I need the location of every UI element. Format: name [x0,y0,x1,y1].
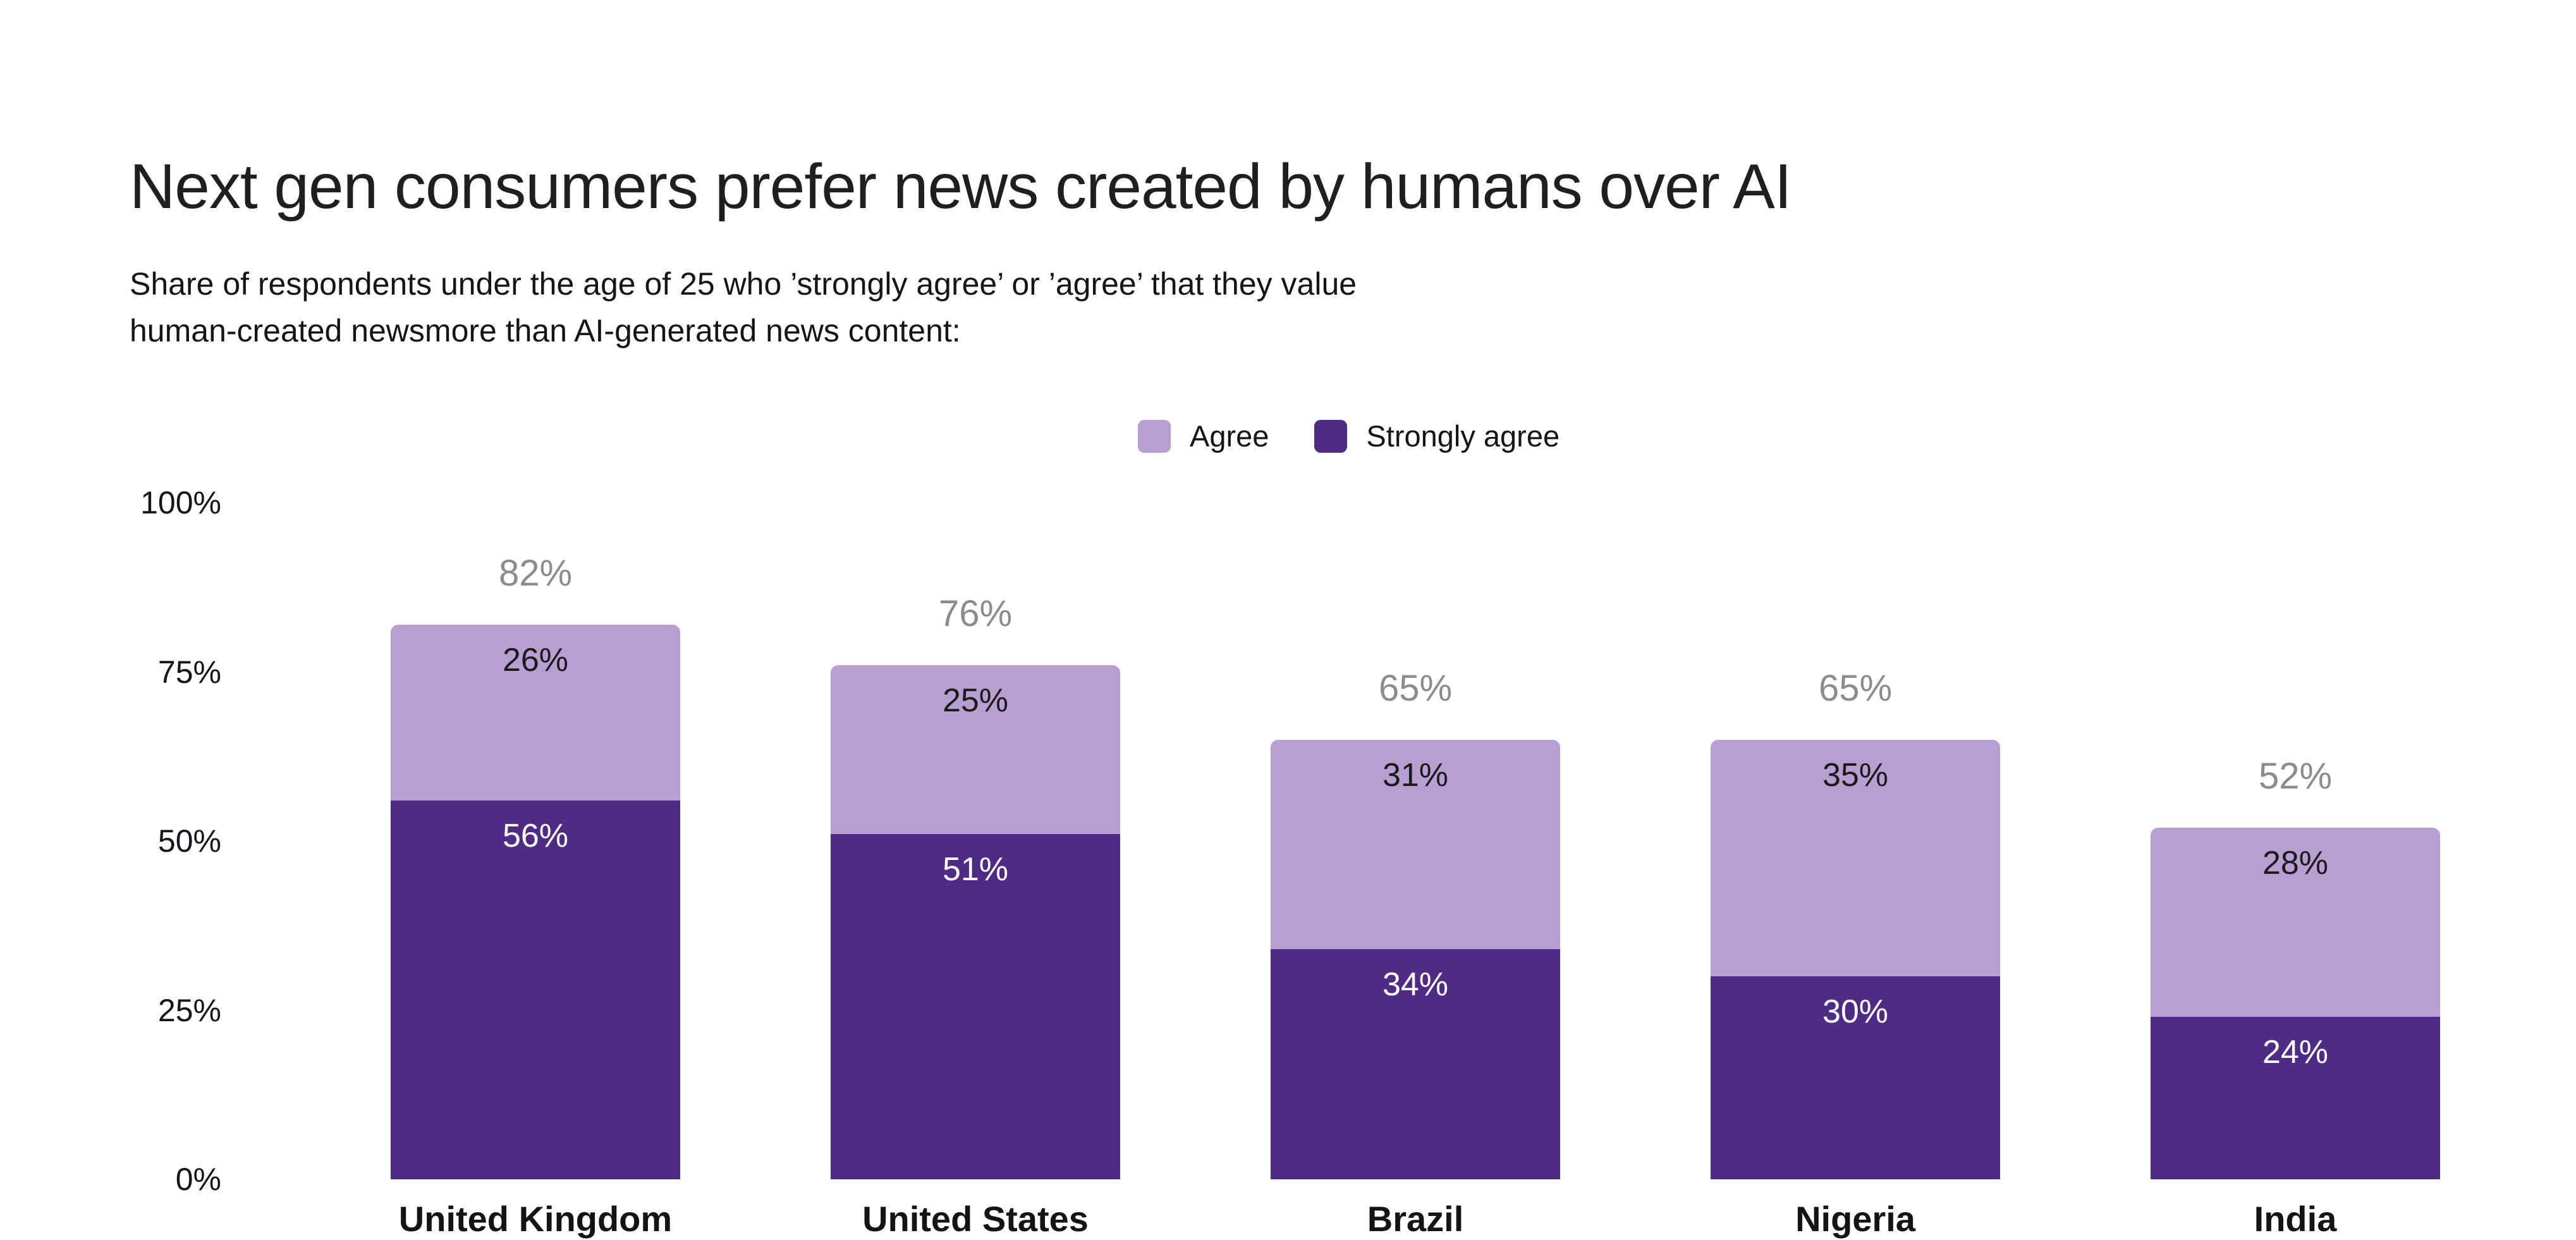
bar-segment-agree-united-kingdom [391,624,680,801]
category-label-india: India [2254,1199,2337,1239]
strongly-agree-value-label: 24% [2262,1034,2329,1071]
bar-segment-agree-united-states [831,665,1120,835]
bar-segment-strongly-agree-brazil [1271,949,1560,1179]
y-axis-tick-label: 0% [175,1162,221,1197]
agree-value-label: 26% [502,641,569,678]
category-label-united-kingdom: United Kingdom [398,1199,673,1239]
agree-value-label: 35% [1822,756,1889,794]
chart-subtitle: Share of respondents under the age of 25… [130,261,1357,354]
total-value-label: 76% [938,592,1013,634]
bar-segment-strongly-agree-united-kingdom [391,800,680,1179]
legend-item-strongly-agree: Strongly agree [1314,419,1560,453]
chart-subtitle-line-2: human-created newsmore than AI-generated… [130,313,961,348]
total-value-label: 52% [2258,755,2333,797]
legend-label: Agree [1190,419,1269,453]
bar-segment-strongly-agree-india [2151,1017,2440,1179]
chart-title: Next gen consumers prefer news created b… [130,151,1792,222]
strongly-agree-value-label: 30% [1822,993,1889,1030]
bar-segment-agree-india [2151,827,2440,1017]
bar-segment-agree-nigeria [1711,739,2000,976]
bar-segment-strongly-agree-united-states [831,834,1120,1179]
strongly-agree-value-label: 56% [502,817,569,854]
agree-value-label: 25% [942,682,1009,719]
bar-segment-strongly-agree-nigeria [1711,976,2000,1179]
total-value-label: 65% [1378,667,1453,709]
y-axis-tick-label: 25% [157,992,221,1028]
y-axis-tick-label: 100% [140,485,221,520]
total-value-label: 82% [498,552,573,594]
y-axis-tick-label: 50% [157,823,221,859]
legend-item-agree: Agree [1138,419,1269,453]
category-label-nigeria: Nigeria [1795,1199,1915,1239]
legend-label: Strongly agree [1366,419,1560,453]
y-axis-tick-label: 75% [157,654,221,690]
total-value-label: 65% [1818,667,1893,709]
chart-legend: Agree Strongly agree [1138,419,1560,453]
legend-swatch-icon [1138,419,1171,453]
strongly-agree-value-label: 51% [942,851,1009,888]
bar-segment-agree-brazil [1271,739,1560,950]
legend-swatch-icon [1314,419,1348,453]
chart-subtitle-line-1: Share of respondents under the age of 25… [130,266,1357,302]
category-label-brazil: Brazil [1367,1199,1464,1239]
category-label-united-states: United States [862,1199,1089,1239]
agree-value-label: 28% [2262,844,2329,881]
strongly-agree-value-label: 34% [1382,966,1449,1004]
agree-value-label: 31% [1382,756,1449,794]
